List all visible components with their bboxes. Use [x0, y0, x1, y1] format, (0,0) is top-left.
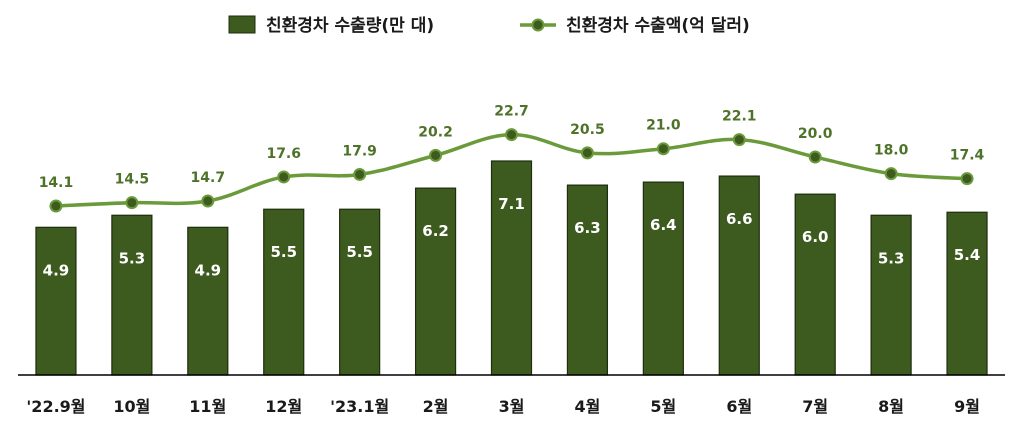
- line-data-label: 17.6: [266, 146, 301, 162]
- bar-data-label: 4.9: [195, 261, 222, 279]
- bar-data-label: 6.6: [726, 210, 753, 228]
- line-data-label: 22.7: [494, 104, 529, 120]
- bar-data-label: 5.3: [119, 249, 146, 267]
- line-layer: 14.1 14.5 14.7 17.6 17.9 20.2 22.7 20.5 21.0 22.1…: [39, 104, 985, 213]
- bar-data-label: 7.1: [498, 195, 525, 213]
- line-data-label: 20.0: [798, 126, 833, 142]
- x-tick-label: 11월: [189, 397, 226, 416]
- x-tick-label: 8월: [878, 397, 904, 416]
- bar: [566, 184, 609, 376]
- bar: [339, 208, 381, 376]
- bar: [870, 214, 912, 376]
- x-tick-label: 4월: [574, 397, 600, 416]
- bar: [414, 187, 457, 376]
- bar: [35, 226, 77, 376]
- line-data-label: 17.4: [950, 148, 985, 164]
- bar: [187, 226, 229, 376]
- x-tick-label: 12월: [265, 397, 302, 416]
- line-point: [201, 194, 215, 208]
- x-tick-label: 7월: [802, 397, 828, 416]
- bar: [946, 211, 988, 376]
- bar-data-label: 6.4: [650, 216, 677, 234]
- line-point: [884, 167, 898, 181]
- bar: [263, 208, 305, 376]
- line-point: [808, 150, 822, 164]
- line-data-label: 14.5: [115, 172, 150, 188]
- bar: [794, 193, 836, 376]
- bar-data-label: 5.5: [270, 243, 297, 261]
- x-axis-ticks: '22.9월 10월 11월 12월 '23.1월 2월 3월 4월 5월 6월 7월 8월 9월: [26, 397, 980, 416]
- x-tick-label: 9월: [954, 397, 980, 416]
- line-data-label: 17.9: [342, 143, 377, 159]
- legend-line-marker: [531, 18, 545, 32]
- bar-data-label: 5.4: [954, 246, 981, 264]
- x-tick-label: 10월: [113, 397, 150, 416]
- line-point: [49, 199, 63, 213]
- bar-data-label: 4.9: [43, 261, 70, 279]
- line-point: [125, 196, 139, 210]
- line-data-label: 20.5: [570, 122, 605, 138]
- line-data-label: 18.0: [874, 143, 909, 159]
- line-point: [429, 148, 443, 162]
- bar-data-label: 6.3: [574, 219, 601, 237]
- line-point: [505, 128, 518, 142]
- line-data-label: 14.1: [39, 175, 74, 191]
- line-data-label: 22.1: [722, 109, 757, 125]
- line-point: [277, 170, 291, 184]
- bar-data-label: 6.0: [802, 228, 829, 246]
- line-point: [960, 172, 974, 186]
- legend-bar-label: 친환경차 수출량(만 대): [266, 16, 434, 36]
- x-tick-label: 2월: [423, 397, 449, 416]
- line-point: [732, 133, 746, 147]
- bar: [111, 214, 153, 376]
- bar: [642, 181, 684, 376]
- bar: [490, 160, 533, 376]
- legend-bar-swatch: [228, 15, 256, 34]
- x-tick-label: 3월: [499, 397, 525, 416]
- bar-data-label: 5.5: [346, 243, 373, 261]
- line-point: [353, 167, 367, 181]
- line-point: [580, 146, 594, 160]
- legend: 친환경차 수출량(만 대) 친환경차 수출액(억 달러): [228, 15, 750, 36]
- x-tick-label: '22.9월: [26, 397, 85, 416]
- x-tick-label: 5월: [650, 397, 676, 416]
- line-data-label: 20.2: [418, 124, 453, 140]
- bar-data-label: 5.3: [878, 249, 905, 267]
- legend-line-label: 친환경차 수출액(억 달러): [566, 15, 750, 36]
- line-data-label: 14.7: [191, 170, 226, 186]
- bar: [718, 175, 760, 376]
- line-point: [656, 142, 670, 156]
- line-data-label: 21.0: [646, 118, 681, 134]
- bar-data-label: 6.2: [422, 222, 449, 240]
- x-tick-label: '23.1월: [330, 397, 389, 416]
- bars-layer: 4.9 5.3 4.9 5.5 5.5 6.2 7.1 6.3 6.4 6.6 6.0 5.3 5.4: [35, 160, 988, 376]
- x-tick-label: 6월: [726, 397, 752, 416]
